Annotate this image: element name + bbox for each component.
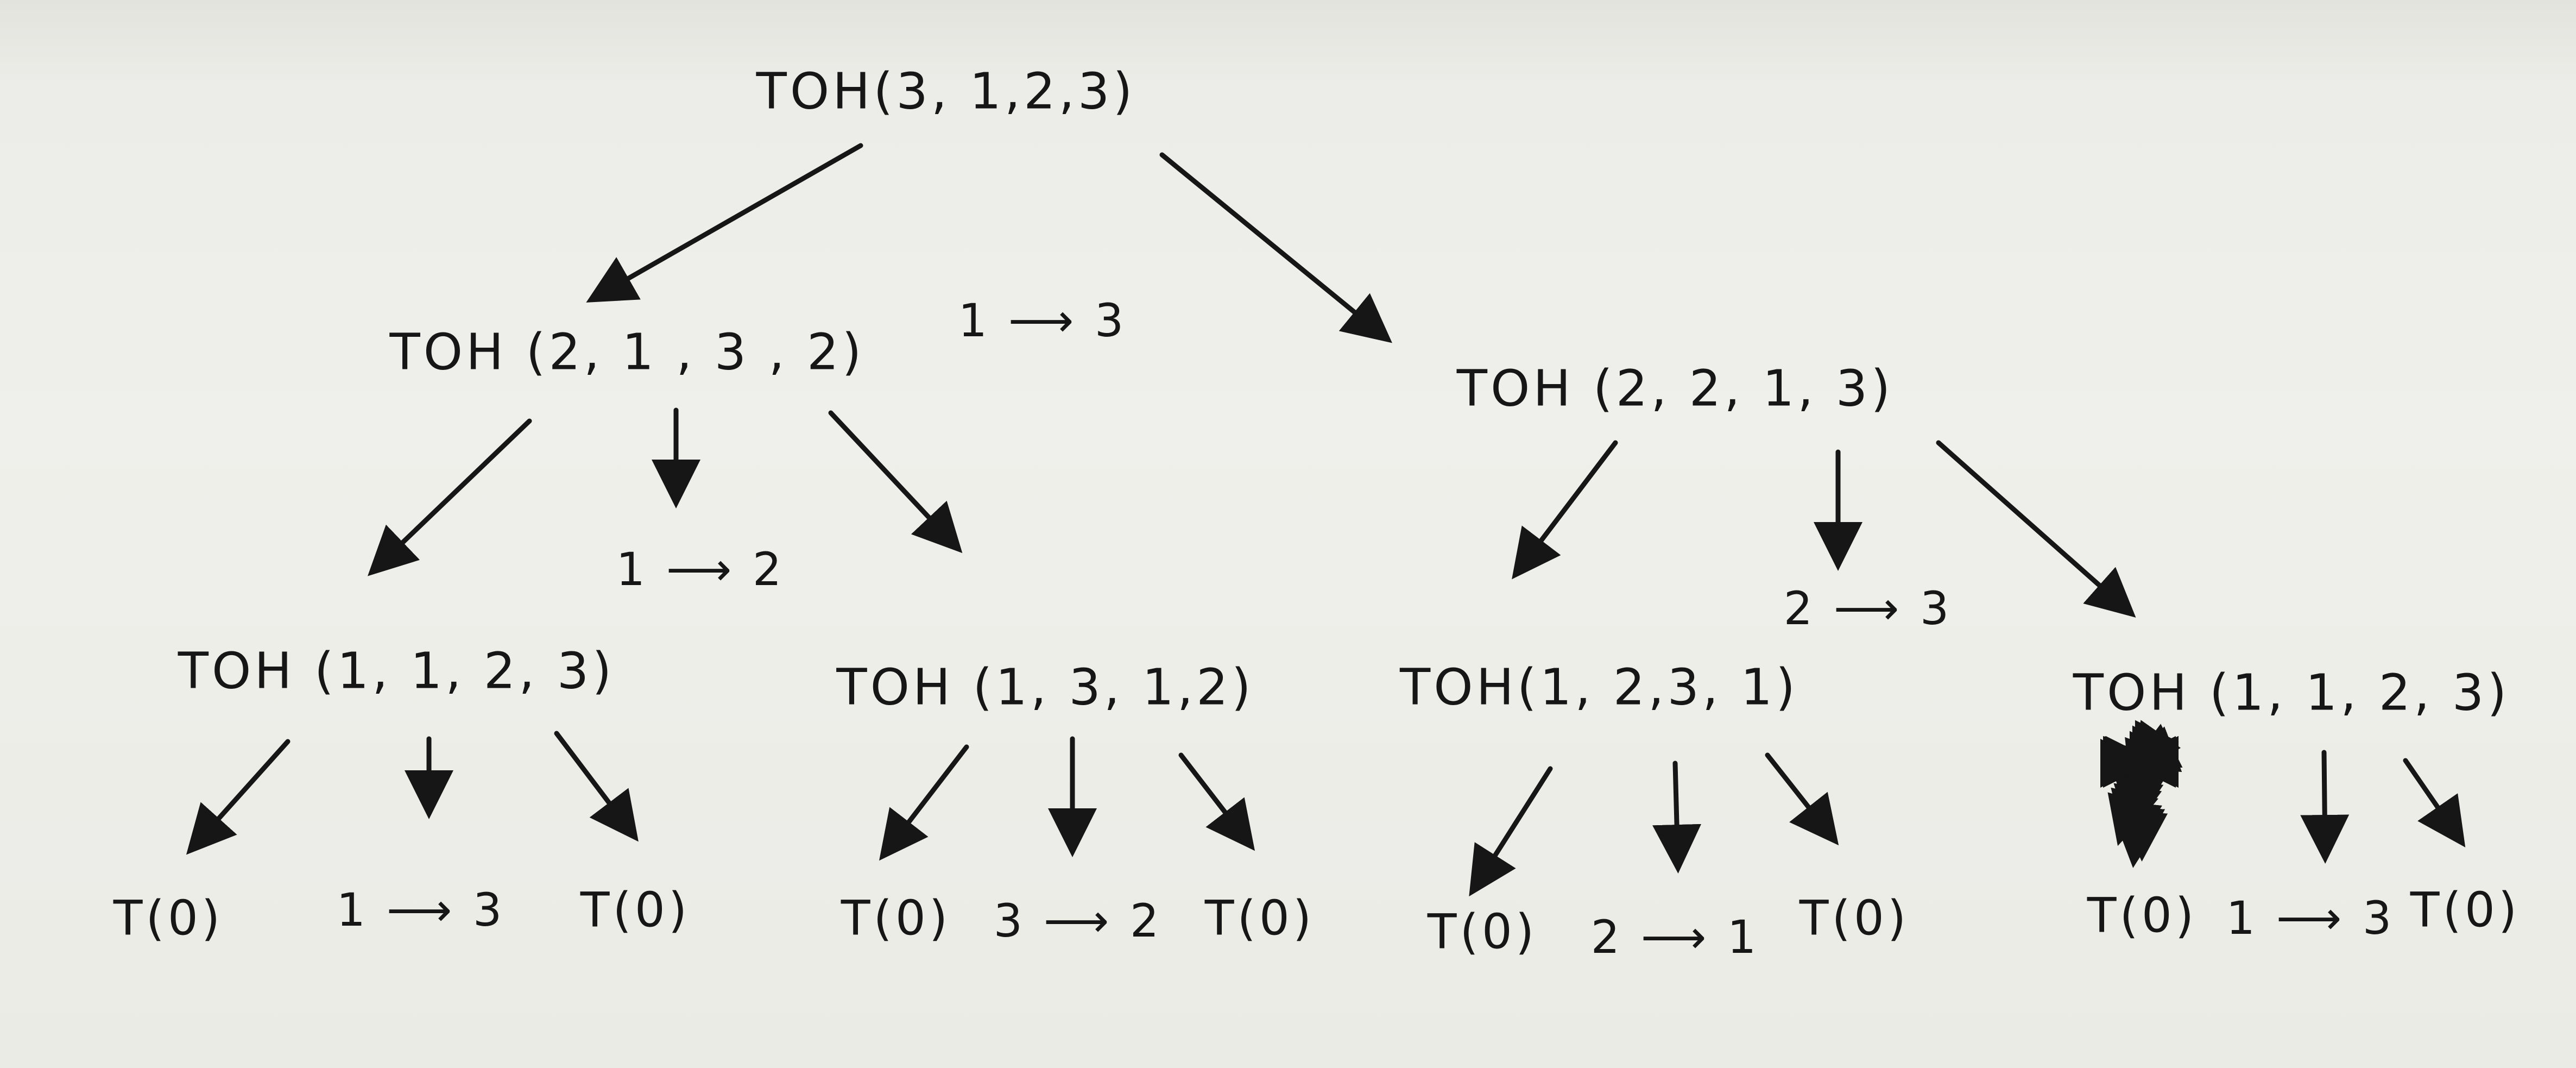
- leaf-lr-a: T(0): [841, 890, 951, 946]
- move-right: 2 ⟶ 3: [1783, 582, 1953, 635]
- move-lr: 3 ⟶ 2: [993, 894, 1163, 947]
- edge-root-to-left: [586, 143, 863, 303]
- edge-rl-to-leaf-b: [1765, 752, 1839, 846]
- node-ll: TOH (1, 1, 2, 3): [178, 642, 615, 700]
- edge-right-to-rl: [1512, 440, 1618, 580]
- edge-rr-child-mid: [2300, 750, 2350, 864]
- node-root: TOH(3, 1,2,3): [756, 62, 1136, 121]
- leaf-rl-b: T(0): [1799, 890, 1910, 946]
- leaf-rl-a: T(0): [1427, 903, 1538, 960]
- move-root: 1 ⟶ 3: [958, 294, 1127, 347]
- node-rl: TOH(1, 2,3, 1): [1400, 658, 1798, 717]
- edge-ll-to-leaf-a: [186, 739, 291, 855]
- move-left: 1 ⟶ 2: [616, 543, 785, 596]
- edge-rl-to-move: [1652, 761, 1702, 874]
- node-lr: TOH (1, 3, 1,2): [836, 658, 1254, 717]
- edge-rl-to-leaf-a: [1469, 766, 1553, 897]
- leaf-lr-b: T(0): [1204, 890, 1315, 946]
- move-rr: 1 ⟶ 3: [2226, 891, 2395, 945]
- edge-left-to-ll: [368, 418, 532, 576]
- edge-lr-to-leaf-b: [1178, 752, 1255, 851]
- edge-rr-child-b: [2403, 758, 2466, 847]
- node-left: TOH (2, 1 , 3 , 2): [389, 323, 865, 381]
- edge-left-to-lr: [828, 410, 963, 554]
- edge-rr-to-leaf-t0-left-final: [2113, 758, 2162, 868]
- move-ll: 1 ⟶ 3: [336, 883, 506, 937]
- leaf-rr-a: T(0): [2087, 887, 2198, 944]
- move-rl: 2 ⟶ 1: [1590, 910, 1760, 964]
- edge-ll-to-leaf-b: [554, 731, 639, 842]
- edge-lr-to-leaf-a: [879, 744, 969, 861]
- node-right: TOH (2, 2, 1, 3): [1456, 359, 1894, 418]
- leaf-ll-a: T(0): [113, 890, 224, 946]
- leaf-rr-b: T(0): [2410, 882, 2521, 938]
- edge-root-to-right: [1159, 152, 1392, 343]
- edge-right-to-rr: [1936, 440, 2136, 618]
- leaf-ll-b: T(0): [580, 882, 691, 938]
- node-rr: TOH (1, 1, 2, 3): [2073, 663, 2510, 722]
